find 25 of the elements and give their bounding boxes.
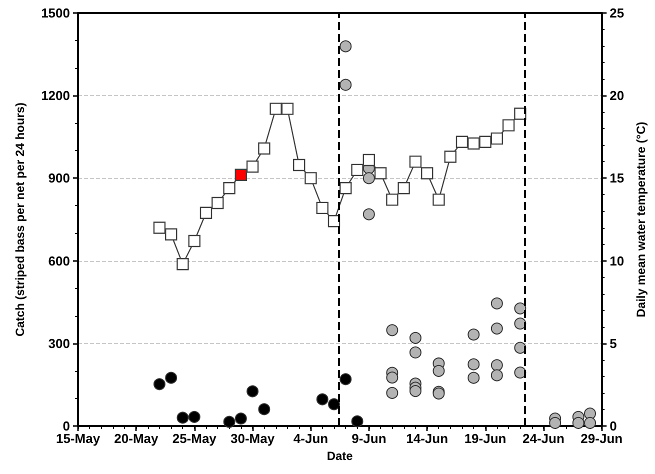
- y-axis-title: Catch (striped bass per net per 24 hours): [13, 102, 27, 337]
- y2-tick-label: 25: [610, 6, 624, 20]
- y2-tick-label: 5: [610, 336, 617, 351]
- y-tick-label: 900: [48, 170, 70, 186]
- x-tick-label: 4-Jun: [293, 431, 328, 446]
- y2-tick-label: 10: [610, 253, 624, 268]
- x-tick-label: 24-Jun: [522, 431, 564, 446]
- y-tick-label: 300: [48, 336, 70, 351]
- x-tick-label: 25-May: [172, 431, 218, 446]
- x-tick-label: 29-Jun: [580, 431, 623, 446]
- y-tick-label: 0: [62, 418, 70, 434]
- y2-tick-label: 20: [610, 88, 624, 104]
- y-tick-label: 600: [48, 253, 70, 268]
- y-tick-label: 1500: [41, 6, 70, 20]
- x-tick-label: 30-May: [230, 431, 276, 446]
- x-tick-label: 14-Jun: [406, 431, 448, 446]
- x-tick-label: 15-May: [56, 431, 101, 446]
- y2-tick-label: 15: [610, 170, 624, 186]
- x-axis-title: Date: [326, 448, 354, 463]
- y-tick-label: 1200: [41, 88, 70, 104]
- x-tick-label: 9-Jun: [352, 431, 386, 446]
- y2-tick-label: 0: [610, 418, 617, 434]
- x-tick-label: 19-Jun: [464, 431, 506, 446]
- x-tick-label: 20-May: [114, 431, 159, 446]
- y2-axis-title: Daily mean water temperature (°C): [634, 122, 648, 318]
